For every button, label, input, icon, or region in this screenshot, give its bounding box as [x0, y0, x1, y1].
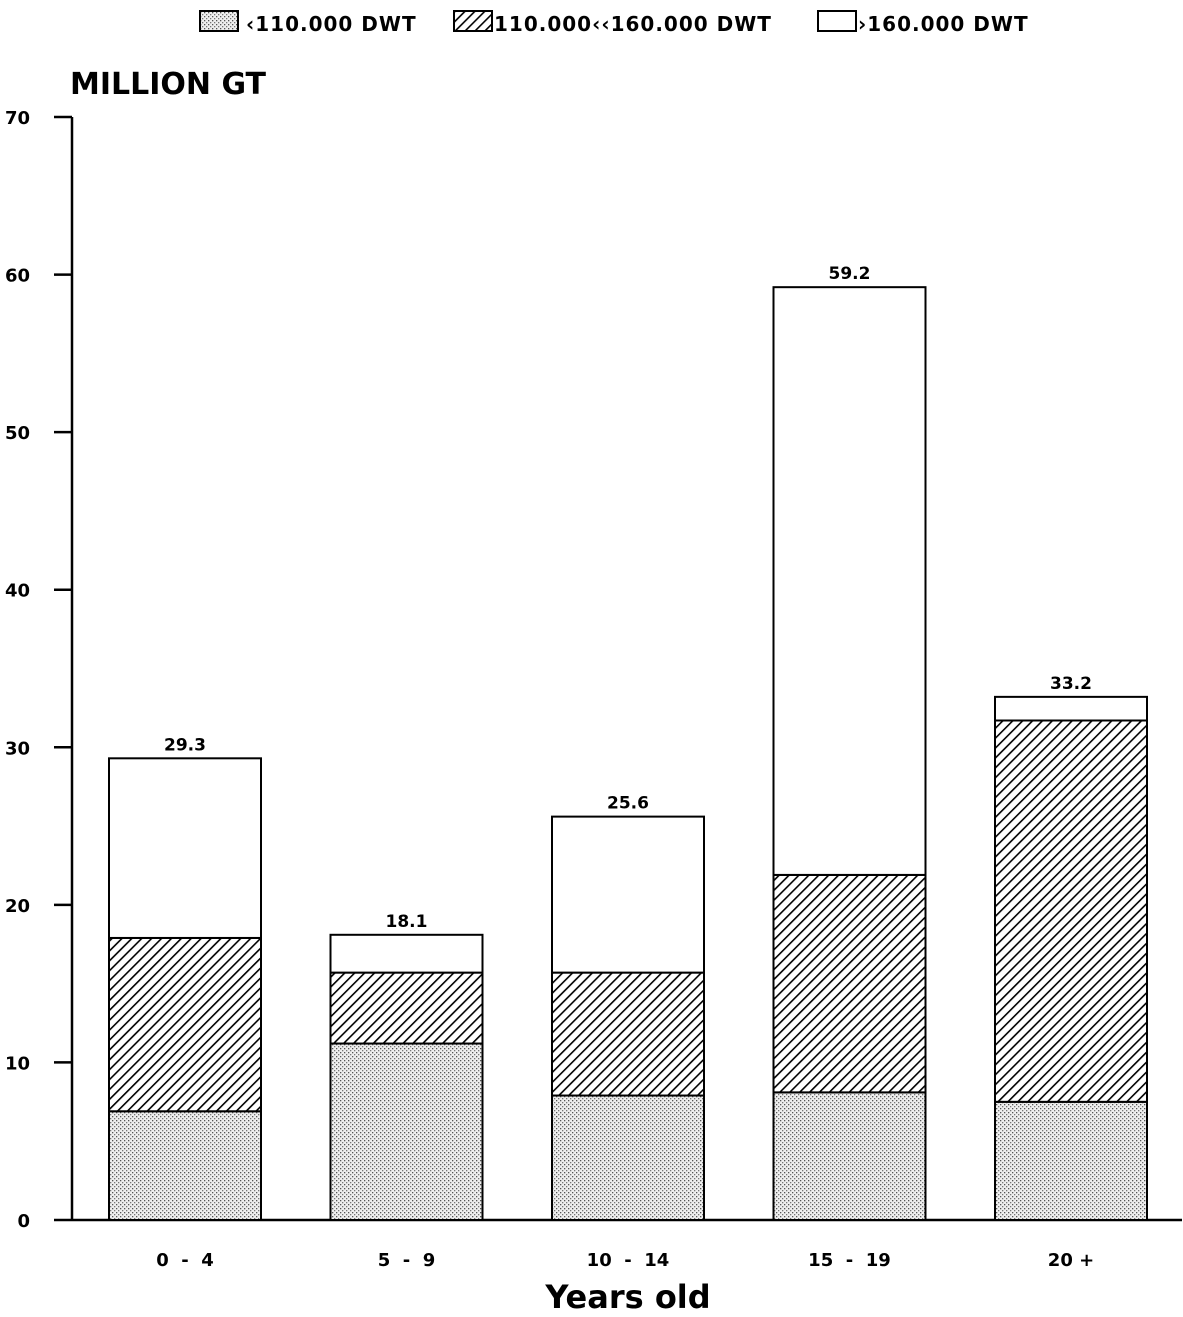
legend-swatch-3: [817, 10, 857, 32]
legend-swatch-2: [453, 10, 493, 32]
bar-segment-3: [551, 815, 705, 974]
bar-segment-1: [329, 1042, 484, 1222]
y-tick-label: 50: [5, 423, 30, 444]
bar-segment-1: [551, 1094, 705, 1221]
bar-segment-3: [108, 757, 262, 939]
x-tick-label: 15 - 19: [808, 1250, 891, 1271]
y-tick-label: 70: [5, 108, 30, 129]
legend-swatch-1: [199, 10, 239, 32]
y-tick-label: 10: [5, 1053, 30, 1074]
bar-segment-2: [108, 936, 262, 1113]
legend-label-1: ‹110.000 DWT: [246, 12, 417, 36]
bar-total-label: 29.3: [164, 735, 206, 755]
bars: [108, 286, 1148, 1222]
y-tick-label: 0: [17, 1211, 30, 1232]
legend-label-2: 110.000‹‹160.000 DWT: [494, 12, 772, 36]
bar-segment-2: [551, 971, 705, 1097]
y-tick-label: 30: [5, 738, 30, 759]
bar-total-label: 25.6: [607, 794, 649, 814]
bar-segment-1: [994, 1100, 1148, 1221]
x-axis-label: Years old: [544, 1278, 710, 1316]
bar-segment-1: [772, 1091, 927, 1222]
legend: ‹110.000 DWT 110.000‹‹160.000 DWT ›160.000…: [199, 10, 1029, 36]
bar-total-label: 59.2: [829, 264, 871, 284]
y-tick-label: 40: [5, 581, 30, 602]
bar-segment-2: [772, 873, 927, 1094]
x-tick-label: 20 +: [1048, 1250, 1094, 1271]
bar-segment-2: [994, 719, 1148, 1103]
bar-total-label: 33.2: [1050, 674, 1092, 694]
y-tick-label: 60: [5, 266, 30, 287]
bar-segment-3: [329, 933, 484, 974]
bar-segment-2: [329, 971, 484, 1045]
y-tick-label: 20: [5, 896, 30, 917]
bar-total-label: 18.1: [386, 912, 428, 932]
labels: 29.3 0 - 4 18.1 5 - 9 25.6 10 - 14 59.2 15 - 19…: [156, 264, 1094, 1271]
x-tick-label: 5 - 9: [378, 1250, 436, 1271]
bar-segment-3: [994, 695, 1148, 722]
legend-label-3: ›160.000 DWT: [858, 12, 1029, 36]
bar-segment-3: [772, 286, 927, 876]
x-tick-label: 0 - 4: [156, 1250, 214, 1271]
x-tick-label: 10 - 14: [587, 1250, 670, 1271]
bar-segment-1: [108, 1110, 262, 1222]
y-axis-label: MILLION GT: [70, 67, 267, 102]
